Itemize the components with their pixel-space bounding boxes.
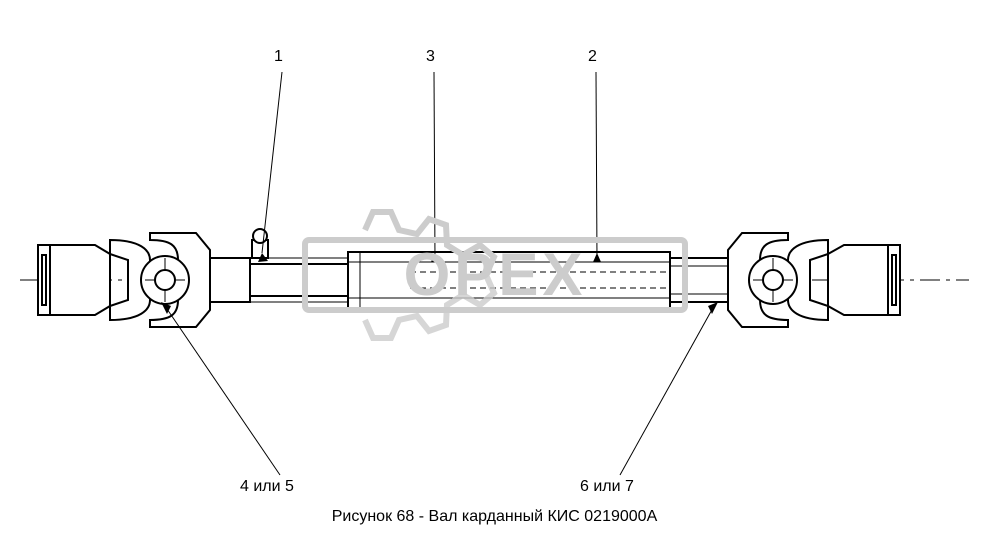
- callout-6or7: 6 или 7: [580, 478, 634, 496]
- callout-2: 2: [588, 48, 597, 66]
- callout-4or5: 4 или 5: [240, 478, 294, 496]
- callout-3: 3: [426, 48, 435, 66]
- sleeve: [348, 252, 670, 308]
- callout-1: 1: [274, 48, 283, 66]
- right-shaft-neck: [670, 258, 728, 302]
- right-joint: [728, 233, 900, 327]
- drawing-canvas: [0, 0, 989, 540]
- left-joint: [38, 229, 348, 327]
- figure-caption: Рисунок 68 - Вал карданный КИС 0219000А: [0, 508, 989, 526]
- grease-nipple: [252, 229, 268, 258]
